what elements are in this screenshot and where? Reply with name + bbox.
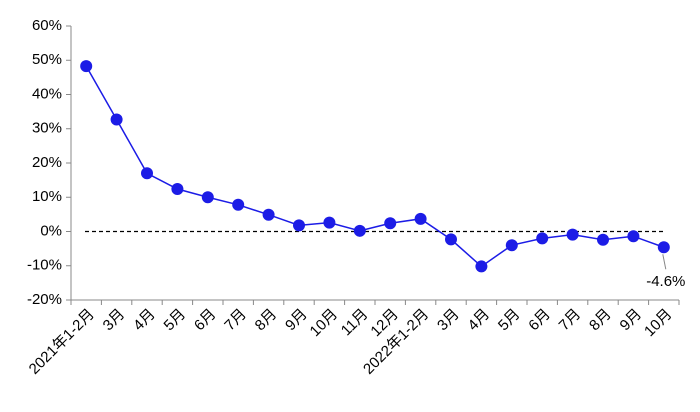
y-tick-label: -20% bbox=[27, 291, 62, 308]
data-point bbox=[262, 208, 275, 221]
data-point bbox=[232, 198, 245, 211]
data-label: -4.6% bbox=[646, 273, 685, 290]
data-point bbox=[293, 219, 305, 232]
data-point bbox=[597, 233, 609, 246]
data-point bbox=[201, 191, 214, 204]
y-tick-label: 60% bbox=[32, 17, 62, 34]
data-point bbox=[445, 233, 457, 246]
data-point bbox=[353, 224, 366, 237]
y-tick-label: 50% bbox=[32, 51, 62, 68]
data-point bbox=[414, 212, 427, 225]
y-tick-label: 20% bbox=[32, 154, 62, 171]
data-point bbox=[171, 183, 184, 196]
data-point bbox=[110, 113, 123, 126]
data-point bbox=[627, 230, 640, 243]
data-point bbox=[80, 60, 93, 73]
y-tick-label: 0% bbox=[40, 222, 62, 239]
data-point bbox=[475, 260, 488, 273]
data-point bbox=[505, 239, 518, 252]
data-point bbox=[566, 228, 579, 241]
data-point bbox=[323, 216, 336, 229]
y-tick-label: -10% bbox=[27, 257, 62, 274]
data-point bbox=[536, 232, 549, 245]
data-point bbox=[657, 241, 670, 254]
y-tick-label: 40% bbox=[32, 85, 62, 102]
label-leader bbox=[662, 254, 667, 270]
data-point bbox=[141, 167, 153, 180]
y-tick-label: 10% bbox=[32, 188, 62, 205]
data-point bbox=[384, 217, 397, 230]
y-tick-label: 30% bbox=[32, 120, 62, 137]
